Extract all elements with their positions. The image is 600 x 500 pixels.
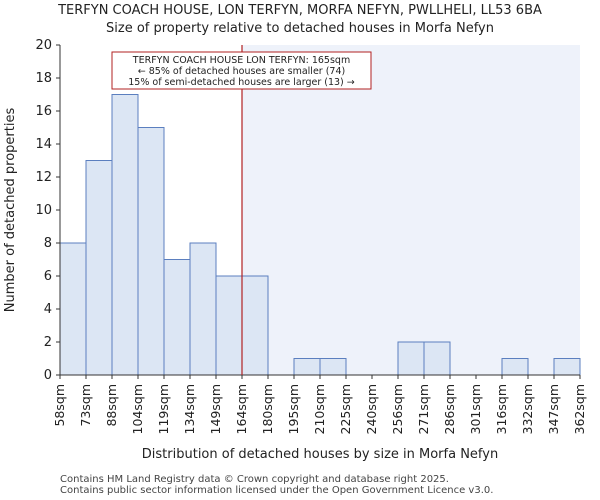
y-tick-label: 20 bbox=[35, 38, 52, 53]
x-tick-label: 362sqm bbox=[572, 384, 587, 434]
y-tick-label: 6 bbox=[44, 269, 52, 284]
x-tick-label: 164sqm bbox=[234, 384, 249, 434]
bar-104sqm bbox=[137, 127, 165, 376]
x-tick-label: 73sqm bbox=[78, 384, 93, 427]
bar-256sqm bbox=[397, 341, 425, 376]
bar-119sqm bbox=[163, 259, 191, 376]
y-tick-label: 4 bbox=[44, 302, 52, 317]
annotation-line-1: TERFYN COACH HOUSE LON TERFYN: 165sqm bbox=[132, 55, 350, 66]
bar-134sqm bbox=[189, 242, 217, 376]
x-tick-label: 240sqm bbox=[364, 384, 379, 434]
y-tick-label: 0 bbox=[44, 368, 52, 383]
x-tick-label: 134sqm bbox=[182, 384, 197, 434]
y-tick-label: 12 bbox=[35, 170, 52, 185]
y-tick-label: 2 bbox=[44, 335, 52, 350]
x-tick-label: 88sqm bbox=[104, 384, 119, 427]
bar-210sqm bbox=[319, 358, 347, 376]
histogram-chart: 0 2 4 6 8 10 12 14 16 18 20 58sqm 73sqm 88sqm 104sqm 11… bbox=[3, 38, 587, 462]
y-axis-label: Number of detached properties bbox=[3, 108, 18, 313]
x-tick-label: 195sqm bbox=[286, 384, 301, 434]
chart-subtitle: Size of property relative to detached ho… bbox=[106, 21, 494, 36]
bar-149sqm bbox=[215, 275, 243, 376]
y-tick-label: 10 bbox=[35, 203, 52, 218]
x-tick-label: 210sqm bbox=[312, 384, 327, 434]
x-tick-label: 286sqm bbox=[442, 384, 457, 434]
x-tick-label: 104sqm bbox=[130, 384, 145, 434]
footer-line-1: Contains HM Land Registry data © Crown c… bbox=[60, 474, 449, 485]
x-tick-label: 225sqm bbox=[338, 384, 353, 434]
x-tick-label: 180sqm bbox=[260, 384, 275, 434]
highlight-region bbox=[242, 45, 580, 375]
x-tick-label: 271sqm bbox=[416, 384, 431, 434]
x-tick-label: 332sqm bbox=[520, 384, 535, 434]
x-tick-label: 58sqm bbox=[52, 384, 67, 427]
x-tick-label: 256sqm bbox=[390, 384, 405, 434]
y-tick-label: 14 bbox=[35, 137, 52, 152]
y-tick-label: 8 bbox=[44, 236, 52, 251]
y-tick-label: 18 bbox=[35, 71, 52, 86]
footer-line-2: Contains public sector information licen… bbox=[60, 485, 494, 496]
bar-73sqm bbox=[85, 160, 113, 376]
x-tick-label: 347sqm bbox=[546, 384, 561, 434]
annotation-box bbox=[111, 51, 372, 90]
annotation-line-2: ← 85% of detached houses are smaller (74… bbox=[138, 66, 345, 77]
bar-164sqm bbox=[241, 275, 269, 376]
bar-316sqm bbox=[501, 358, 529, 376]
bar-88sqm bbox=[111, 94, 139, 376]
x-tick-label: 316sqm bbox=[494, 384, 509, 434]
x-axis-label: Distribution of detached houses by size … bbox=[142, 447, 498, 462]
bar-195sqm bbox=[293, 358, 321, 376]
chart-title: TERFYN COACH HOUSE, LON TERFYN, MORFA NE… bbox=[58, 3, 542, 18]
bar-58sqm bbox=[59, 242, 87, 376]
annotation-line-3: 15% of semi-detached houses are larger (… bbox=[128, 77, 355, 88]
x-tick-label: 149sqm bbox=[208, 384, 223, 434]
x-tick-label: 301sqm bbox=[468, 384, 483, 434]
x-tick-label: 119sqm bbox=[156, 384, 171, 434]
y-tick-label: 16 bbox=[35, 104, 52, 119]
bar-271sqm bbox=[423, 341, 451, 376]
bar-347sqm bbox=[553, 358, 581, 376]
